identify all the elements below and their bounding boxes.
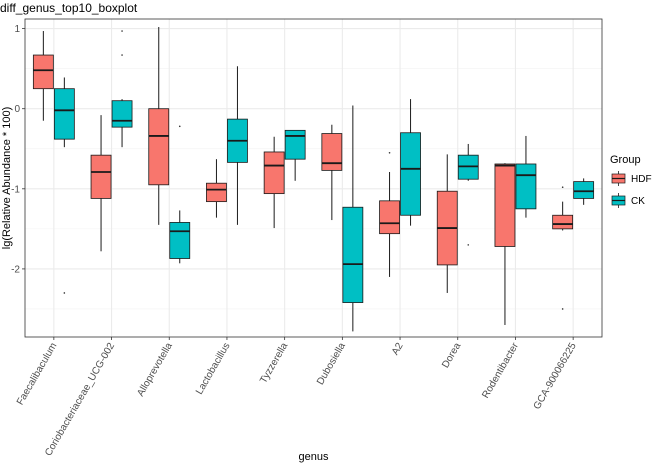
box-iqr: [90, 154, 112, 199]
box-ck-dorea: [457, 143, 479, 246]
y-tick-label: 1: [14, 24, 20, 35]
outlier-point: [561, 186, 564, 189]
panel-border: [24, 18, 603, 338]
outlier-point: [178, 125, 181, 128]
box-iqr: [263, 151, 285, 195]
grid-layer: [25, 19, 602, 337]
box-hdf-faecalibaculum: [32, 31, 54, 121]
box-iqr: [169, 222, 191, 259]
x-tick-label: A2: [390, 341, 406, 357]
box-iqr: [53, 88, 75, 140]
chart-title: diff_genus_top10_boxplot: [0, 1, 138, 15]
box-hdf-gca-900066225: [552, 186, 574, 310]
y-tick-label: -1: [11, 184, 20, 195]
box-hdf-coriobacteriaceae_ucg-002: [90, 115, 112, 252]
box-layer: [32, 27, 595, 332]
box-hdf-tyzzerella: [263, 136, 285, 229]
legend: Group HDF CK: [610, 154, 652, 209]
box-iqr: [148, 108, 170, 186]
outlier-point: [63, 292, 66, 294]
x-tick-label: Coriobacteriaceae_UCG-002: [43, 341, 117, 459]
box-iqr: [206, 182, 227, 203]
x-tick-label: Alloprevotella: [135, 341, 175, 399]
legend-label-hdf: HDF: [631, 174, 652, 185]
x-axis-label: genus: [299, 451, 329, 463]
box-iqr: [400, 132, 421, 216]
outlier-point: [561, 308, 564, 310]
x-tick-label: Dubosiella: [315, 341, 348, 387]
box-ck-dubosiella: [342, 105, 364, 332]
box-iqr: [515, 163, 537, 210]
legend-key-hdf: HDF: [610, 170, 652, 187]
box-ck-alloprevotella: [169, 125, 191, 264]
x-tick-label: GCA-900066225: [532, 341, 579, 412]
outlier-point: [121, 54, 123, 56]
box-hdf-dubosiella: [321, 124, 343, 221]
y-tick-label: 0: [14, 104, 20, 115]
box-iqr: [573, 181, 595, 199]
outlier-point: [121, 30, 123, 32]
box-iqr: [321, 133, 343, 171]
y-tick-label: -2: [11, 264, 20, 275]
box-iqr: [342, 206, 364, 303]
legend-key-ck: CK: [610, 192, 645, 209]
box-iqr: [111, 100, 133, 128]
box-iqr: [494, 163, 516, 247]
box-hdf-alloprevotella: [148, 27, 170, 225]
box-ck-coriobacteriaceae_ucg-002: [111, 30, 133, 148]
x-tick-label: Dorea: [440, 341, 463, 370]
x-tick-label: Lactobacillus: [194, 341, 232, 397]
outlier-point: [467, 244, 470, 246]
box-ck-gca-900066225: [573, 178, 595, 205]
x-tick-label: Tyzzerella: [258, 341, 290, 386]
box-ck-a2: [400, 99, 421, 226]
box-iqr: [552, 214, 574, 230]
box-hdf-lactobacillus: [206, 159, 227, 218]
x-tick-label: Rodentibacter: [480, 340, 521, 400]
box-hdf-rodentibacter: [494, 163, 516, 325]
y-axis-label: lg(Relative Abundance * 100): [1, 107, 13, 249]
outlier-point: [388, 151, 391, 154]
box-ck-faecalibaculum: [53, 77, 75, 294]
box-iqr: [32, 54, 54, 90]
box-ck-lactobacillus: [227, 66, 248, 225]
legend-title: Group: [610, 154, 641, 166]
x-tick-label: Faecalibaculum: [15, 341, 60, 407]
box-hdf-a2: [379, 151, 400, 277]
box-ck-tyzzerella: [284, 129, 306, 181]
box-hdf-dorea: [436, 154, 458, 293]
legend-label-ck: CK: [631, 196, 645, 207]
box-iqr: [284, 129, 306, 160]
box-ck-rodentibacter: [515, 135, 537, 218]
box-iqr: [379, 200, 400, 235]
